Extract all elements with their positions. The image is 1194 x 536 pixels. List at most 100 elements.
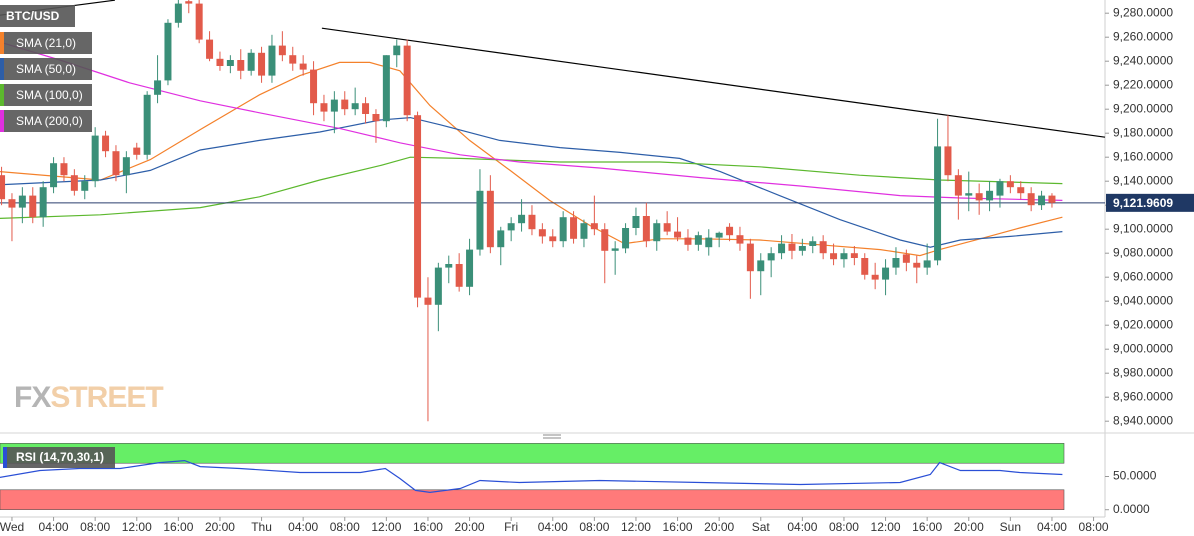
- x-tick-label: 04:00: [39, 520, 69, 534]
- candle-body: [289, 55, 297, 64]
- x-tick-label: 04:00: [288, 520, 318, 534]
- rsi-band: [0, 489, 1065, 510]
- candle-body: [528, 214, 536, 230]
- y-tick-label: 8,960.0000: [1113, 389, 1173, 403]
- candle-body: [975, 193, 983, 201]
- candle-body: [840, 253, 848, 260]
- sma-line: [0, 156, 1063, 219]
- candle-body: [185, 1, 193, 4]
- candle-body: [122, 157, 130, 176]
- candle-body: [330, 99, 338, 112]
- y-tick-label: 9,280.0000: [1113, 5, 1173, 19]
- last-price-label: 9,121.9609: [1113, 196, 1173, 210]
- candle-body: [954, 175, 962, 196]
- candle-body: [913, 262, 921, 268]
- y-tick-label: 9,060.0000: [1113, 269, 1173, 283]
- candle-body: [310, 69, 318, 104]
- legend-label: SMA (200,0): [16, 114, 83, 128]
- candle-body: [29, 195, 37, 218]
- candle-body: [50, 163, 58, 188]
- candle-body: [830, 253, 838, 260]
- candle-body: [393, 45, 401, 56]
- x-tick-label: 08:00: [579, 520, 609, 534]
- candle-body: [18, 195, 26, 208]
- candle-body: [70, 175, 78, 191]
- candle-body: [81, 181, 89, 191]
- candle-body: [403, 45, 411, 116]
- watermark-part: STREET: [50, 381, 163, 414]
- y-tick-label: 8,940.0000: [1113, 413, 1173, 427]
- candle-body: [237, 60, 245, 71]
- y-tick-label: 9,020.0000: [1113, 317, 1173, 331]
- candle-body: [154, 80, 162, 95]
- candle-body: [798, 246, 806, 251]
- candle-body: [278, 45, 286, 56]
- x-tick-label: 08:00: [829, 520, 859, 534]
- x-tick-label: 12:00: [871, 520, 901, 534]
- x-tick-label: 04:00: [538, 520, 568, 534]
- candle-body: [1048, 195, 1056, 203]
- y-tick-label: 8,980.0000: [1113, 365, 1173, 379]
- candle-body: [39, 187, 47, 218]
- legend-box: [0, 84, 92, 106]
- candle-body: [507, 223, 515, 231]
- sma-line: [0, 116, 1063, 248]
- y-tick-label: 9,220.0000: [1113, 77, 1173, 91]
- candle-body: [341, 99, 349, 110]
- x-tick-label: 16:00: [163, 520, 193, 534]
- candle-body: [892, 258, 900, 268]
- x-tick-label: 16:00: [413, 520, 443, 534]
- x-tick-label: 20:00: [704, 520, 734, 534]
- candle-body: [382, 55, 390, 122]
- candle-body: [351, 103, 359, 110]
- candle-body: [757, 260, 765, 272]
- candle-body: [902, 254, 910, 263]
- candle-body: [674, 231, 682, 238]
- candle-body: [580, 223, 588, 239]
- y-tick-label: 50.0000: [1113, 469, 1157, 483]
- sma-line: [0, 41, 1063, 201]
- candle-body: [819, 241, 827, 254]
- legend-label: SMA (21,0): [16, 36, 76, 50]
- candle-body: [1038, 195, 1046, 206]
- candle-body: [206, 39, 214, 59]
- candle-body: [133, 147, 141, 155]
- candle-body: [434, 267, 442, 305]
- y-tick-label: 9,180.0000: [1113, 125, 1173, 139]
- x-tick-label: 20:00: [205, 520, 235, 534]
- candle-body: [299, 63, 307, 70]
- x-tick-label: 16:00: [912, 520, 942, 534]
- candle-body: [91, 135, 99, 182]
- candle-body: [778, 243, 786, 254]
- candle-body: [746, 243, 754, 272]
- candle-body: [258, 52, 266, 76]
- candle-body: [466, 249, 474, 287]
- x-tick-label: Thu: [251, 520, 272, 534]
- legend-label: SMA (50,0): [16, 62, 76, 76]
- candle-body: [986, 190, 994, 201]
- candle-body: [102, 135, 110, 152]
- candle-body: [0, 175, 6, 200]
- rsi-band: [0, 443, 1065, 464]
- candle-body: [112, 151, 120, 176]
- legend-label: RSI (14,70,30,1): [16, 450, 104, 464]
- candle-body: [705, 237, 713, 248]
- candle-body: [726, 226, 734, 236]
- legend-swatch: [0, 58, 4, 80]
- legend-swatch: [0, 84, 4, 106]
- watermark: FXSTREET: [14, 381, 163, 414]
- x-tick-label: 08:00: [330, 520, 360, 534]
- candle-body: [736, 235, 744, 244]
- candle-body: [174, 3, 182, 23]
- divider-handle[interactable]: [543, 434, 561, 439]
- candle-body: [476, 190, 484, 250]
- candle-body: [1027, 193, 1035, 206]
- candle-body: [559, 217, 567, 242]
- candle-body: [268, 45, 276, 76]
- candle-body: [934, 146, 942, 261]
- y-tick-label: 0.0000: [1113, 502, 1150, 516]
- x-tick-label: 20:00: [954, 520, 984, 534]
- x-tick-label: 04:00: [1037, 520, 1067, 534]
- legend-box: [0, 110, 92, 132]
